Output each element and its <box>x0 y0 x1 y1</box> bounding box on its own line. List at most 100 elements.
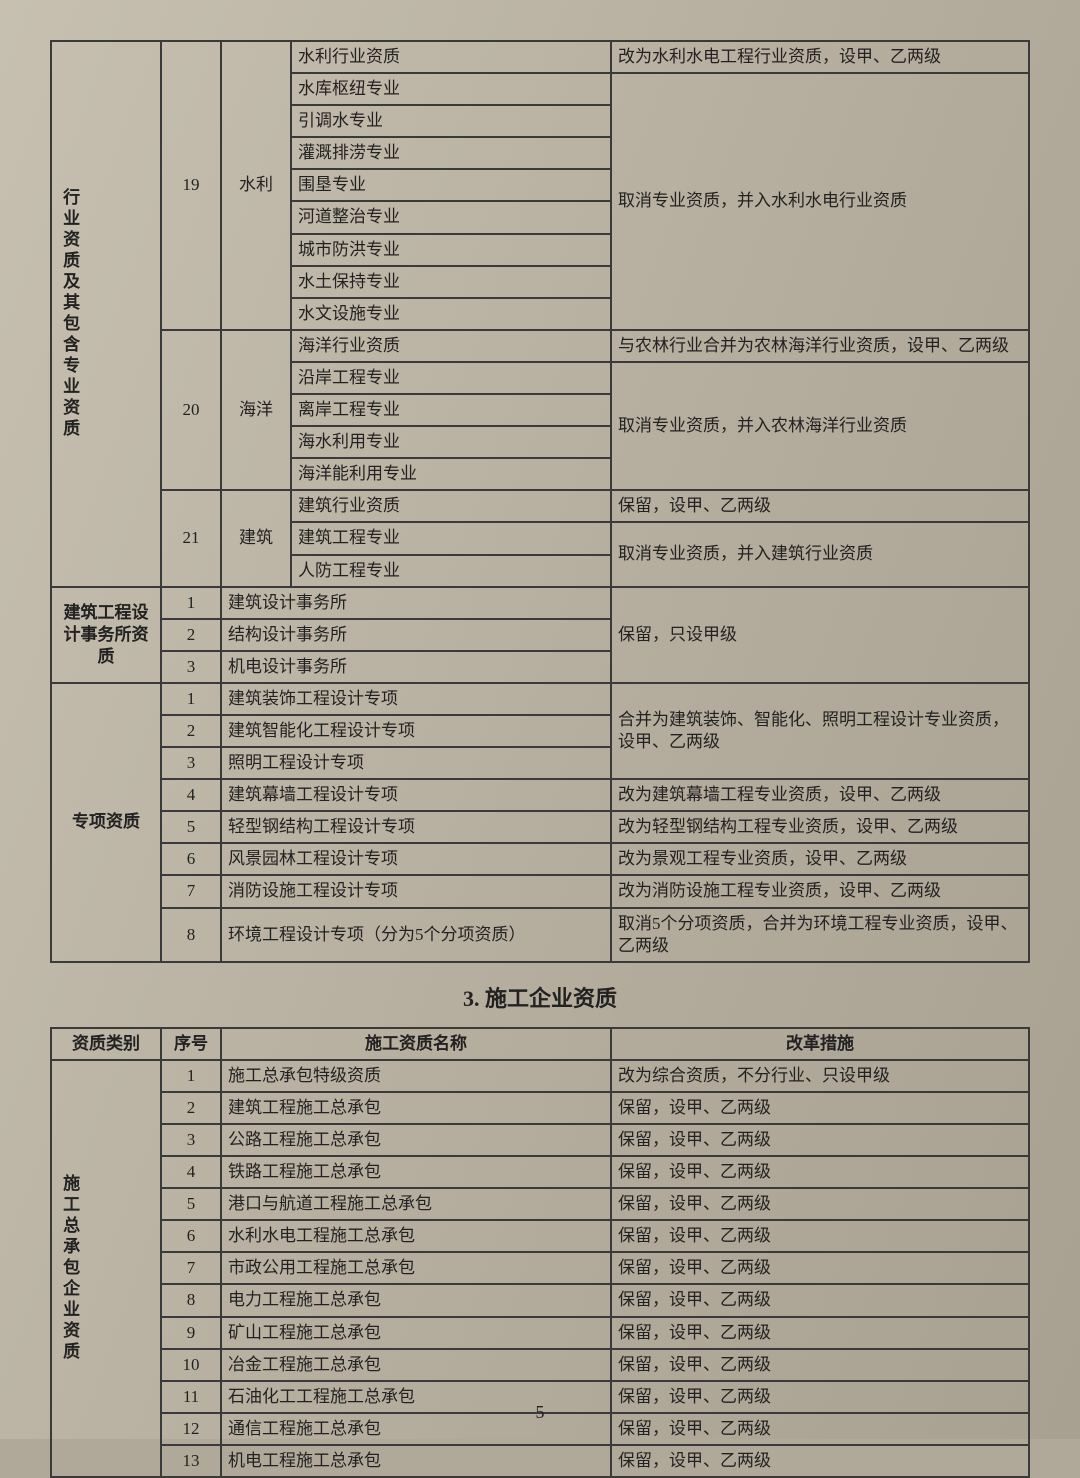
name-cell: 公路工程施工总承包 <box>221 1124 611 1156</box>
num-cell: 1 <box>161 587 221 619</box>
category-label: 行业资质及其包含专业资质 <box>58 188 80 440</box>
name-cell: 离岸工程专业 <box>291 394 611 426</box>
name-cell: 港口与航道工程施工总承包 <box>221 1188 611 1220</box>
document-page: 行业资质及其包含专业资质 19 水利 水利行业资质 改为水利水电工程行业资质，设… <box>0 0 1080 1439</box>
action-cell: 保留，设甲、乙两级 <box>611 1124 1029 1156</box>
name-cell: 施工总承包特级资质 <box>221 1060 611 1092</box>
table-row: 8 环境工程设计专项（分为5个分项资质） 取消5个分项资质，合并为环境工程专业资… <box>51 908 1029 962</box>
action-cell: 取消专业资质，并入建筑行业资质 <box>611 522 1029 586</box>
name-cell: 围垦专业 <box>291 169 611 201</box>
name-cell: 水文设施专业 <box>291 298 611 330</box>
table-row: 20 海洋 海洋行业资质 与农林行业合并为农林海洋行业资质，设甲、乙两级 <box>51 330 1029 362</box>
num-cell: 19 <box>161 41 221 330</box>
num-cell: 8 <box>161 908 221 962</box>
action-cell: 改为建筑幕墙工程专业资质，设甲、乙两级 <box>611 779 1029 811</box>
table-row: 行业资质及其包含专业资质 19 水利 水利行业资质 改为水利水电工程行业资质，设… <box>51 41 1029 73</box>
action-cell: 改为水利水电工程行业资质，设甲、乙两级 <box>611 41 1029 73</box>
name-cell: 消防设施工程设计专项 <box>221 875 611 907</box>
table-row: 4铁路工程施工总承包保留，设甲、乙两级 <box>51 1156 1029 1188</box>
name-cell: 水土保持专业 <box>291 266 611 298</box>
table-row: 3公路工程施工总承包保留，设甲、乙两级 <box>51 1124 1029 1156</box>
name-cell: 海洋能利用专业 <box>291 458 611 490</box>
name-cell: 矿山工程施工总承包 <box>221 1317 611 1349</box>
header-action: 改革措施 <box>611 1028 1029 1060</box>
action-cell: 与农林行业合并为农林海洋行业资质，设甲、乙两级 <box>611 330 1029 362</box>
category-cell: 建筑工程设计事务所资质 <box>51 587 161 683</box>
num-cell: 7 <box>161 1252 221 1284</box>
num-cell: 5 <box>161 811 221 843</box>
sub-cell: 建筑 <box>221 490 291 586</box>
name-cell: 建筑装饰工程设计专项 <box>221 683 611 715</box>
num-cell: 3 <box>161 747 221 779</box>
table-row: 施工总承包企业资质 1 施工总承包特级资质 改为综合资质，不分行业、只设甲级 <box>51 1060 1029 1092</box>
num-cell: 2 <box>161 619 221 651</box>
name-cell: 环境工程设计专项（分为5个分项资质） <box>221 908 611 962</box>
action-cell: 取消专业资质，并入农林海洋行业资质 <box>611 362 1029 490</box>
num-cell: 2 <box>161 715 221 747</box>
action-cell: 保留，设甲、乙两级 <box>611 490 1029 522</box>
name-cell: 建筑智能化工程设计专项 <box>221 715 611 747</box>
table-row: 9矿山工程施工总承包保留，设甲、乙两级 <box>51 1317 1029 1349</box>
category-label: 施工总承包企业资质 <box>58 1174 80 1363</box>
table-row: 4 建筑幕墙工程设计专项 改为建筑幕墙工程专业资质，设甲、乙两级 <box>51 779 1029 811</box>
table-row: 建筑工程设计事务所资质 1 建筑设计事务所 保留，只设甲级 <box>51 587 1029 619</box>
num-cell: 4 <box>161 1156 221 1188</box>
qualification-table-1: 行业资质及其包含专业资质 19 水利 水利行业资质 改为水利水电工程行业资质，设… <box>50 40 1030 963</box>
num-cell: 10 <box>161 1349 221 1381</box>
name-cell: 沿岸工程专业 <box>291 362 611 394</box>
action-cell: 保留，设甲、乙两级 <box>611 1445 1029 1477</box>
action-cell: 取消5个分项资质，合并为环境工程专业资质，设甲、乙两级 <box>611 908 1029 962</box>
name-cell: 建筑工程施工总承包 <box>221 1092 611 1124</box>
table-row: 5港口与航道工程施工总承包保留，设甲、乙两级 <box>51 1188 1029 1220</box>
action-cell: 改为综合资质，不分行业、只设甲级 <box>611 1060 1029 1092</box>
table-header-row: 资质类别 序号 施工资质名称 改革措施 <box>51 1028 1029 1060</box>
num-cell: 4 <box>161 779 221 811</box>
sub-cell: 海洋 <box>221 330 291 490</box>
category-label: 专项资质 <box>72 812 140 831</box>
name-cell: 水利水电工程施工总承包 <box>221 1220 611 1252</box>
header-category: 资质类别 <box>51 1028 161 1060</box>
action-cell: 保留，设甲、乙两级 <box>611 1284 1029 1316</box>
num-cell: 9 <box>161 1317 221 1349</box>
action-cell: 取消专业资质，并入水利水电行业资质 <box>611 73 1029 330</box>
sub-cell: 水利 <box>221 41 291 330</box>
num-cell: 6 <box>161 1220 221 1252</box>
num-cell: 3 <box>161 651 221 683</box>
header-num: 序号 <box>161 1028 221 1060</box>
category-cell: 专项资质 <box>51 683 161 962</box>
table-row: 专项资质 1 建筑装饰工程设计专项 合并为建筑装饰、智能化、照明工程设计专业资质… <box>51 683 1029 715</box>
table-row: 7市政公用工程施工总承包保留，设甲、乙两级 <box>51 1252 1029 1284</box>
num-cell: 21 <box>161 490 221 586</box>
action-cell: 保留，只设甲级 <box>611 587 1029 683</box>
num-cell: 2 <box>161 1092 221 1124</box>
name-cell: 水利行业资质 <box>291 41 611 73</box>
name-cell: 灌溉排涝专业 <box>291 137 611 169</box>
name-cell: 城市防洪专业 <box>291 234 611 266</box>
name-cell: 铁路工程施工总承包 <box>221 1156 611 1188</box>
table-row: 8电力工程施工总承包保留，设甲、乙两级 <box>51 1284 1029 1316</box>
name-cell: 水库枢纽专业 <box>291 73 611 105</box>
num-cell: 20 <box>161 330 221 490</box>
action-cell: 保留，设甲、乙两级 <box>611 1156 1029 1188</box>
num-cell: 1 <box>161 683 221 715</box>
name-cell: 海水利用专业 <box>291 426 611 458</box>
name-cell: 人防工程专业 <box>291 555 611 587</box>
table-row: 10冶金工程施工总承包保留，设甲、乙两级 <box>51 1349 1029 1381</box>
name-cell: 电力工程施工总承包 <box>221 1284 611 1316</box>
category-cell: 行业资质及其包含专业资质 <box>51 41 161 587</box>
name-cell: 建筑行业资质 <box>291 490 611 522</box>
name-cell: 轻型钢结构工程设计专项 <box>221 811 611 843</box>
action-cell: 改为轻型钢结构工程专业资质，设甲、乙两级 <box>611 811 1029 843</box>
action-cell: 改为景观工程专业资质，设甲、乙两级 <box>611 843 1029 875</box>
num-cell: 13 <box>161 1445 221 1477</box>
name-cell: 风景园林工程设计专项 <box>221 843 611 875</box>
action-cell: 合并为建筑装饰、智能化、照明工程设计专业资质，设甲、乙两级 <box>611 683 1029 779</box>
action-cell: 改为消防设施工程专业资质，设甲、乙两级 <box>611 875 1029 907</box>
action-cell: 保留，设甲、乙两级 <box>611 1252 1029 1284</box>
num-cell: 6 <box>161 843 221 875</box>
action-cell: 保留，设甲、乙两级 <box>611 1220 1029 1252</box>
name-cell: 照明工程设计专项 <box>221 747 611 779</box>
action-cell: 保留，设甲、乙两级 <box>611 1317 1029 1349</box>
table-row: 7 消防设施工程设计专项 改为消防设施工程专业资质，设甲、乙两级 <box>51 875 1029 907</box>
name-cell: 结构设计事务所 <box>221 619 611 651</box>
